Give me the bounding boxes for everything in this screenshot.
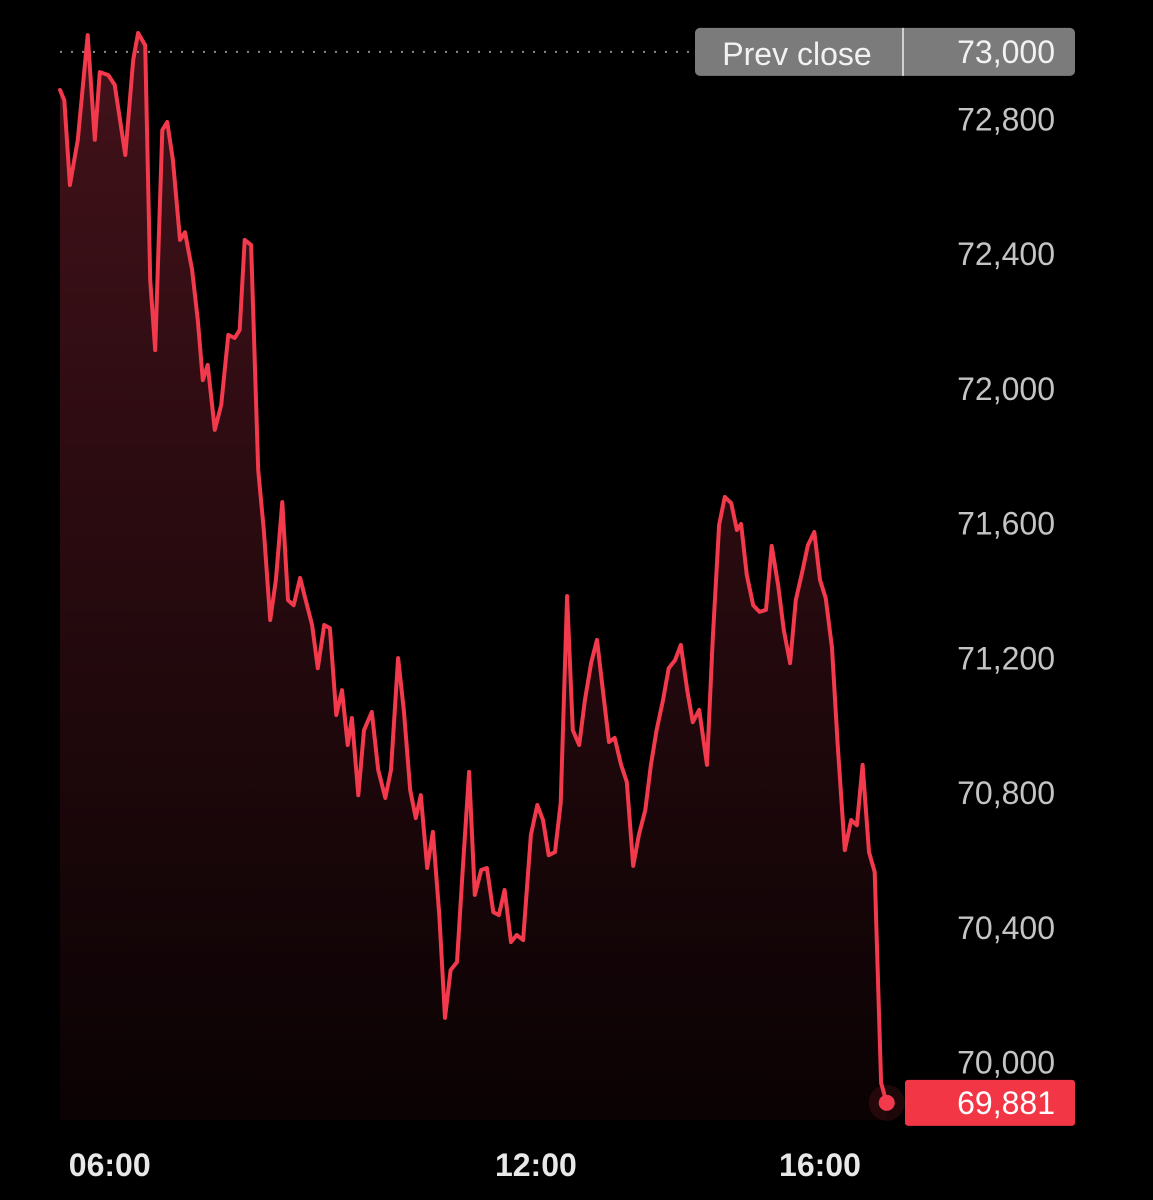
last-point — [878, 1094, 895, 1111]
area — [60, 33, 887, 1120]
last-price-label: 69,881 — [957, 1085, 1055, 1121]
price-line — [58, 31, 889, 1105]
prev-close-name: Prev close — [722, 36, 871, 72]
x-tick-label: 16:00 — [779, 1147, 861, 1183]
y-tick-label: 70,800 — [957, 775, 1055, 811]
x-tick-label: 06:00 — [69, 1147, 151, 1183]
y-tick-label: 71,200 — [957, 640, 1055, 676]
y-tick-label: 72,400 — [957, 236, 1055, 272]
prev-close-value: 73,000 — [957, 34, 1055, 70]
y-tick-label: 71,600 — [957, 506, 1055, 542]
prev-close-box — [695, 27, 1075, 76]
y-tick-label: 70,400 — [957, 910, 1055, 946]
y-tick-label: 70,000 — [957, 1045, 1055, 1081]
y-tick-label: 72,000 — [957, 371, 1055, 407]
last-price-box — [905, 1079, 1075, 1126]
x-tick-label: 12:00 — [495, 1147, 577, 1183]
y-tick-label: 72,800 — [957, 101, 1055, 137]
